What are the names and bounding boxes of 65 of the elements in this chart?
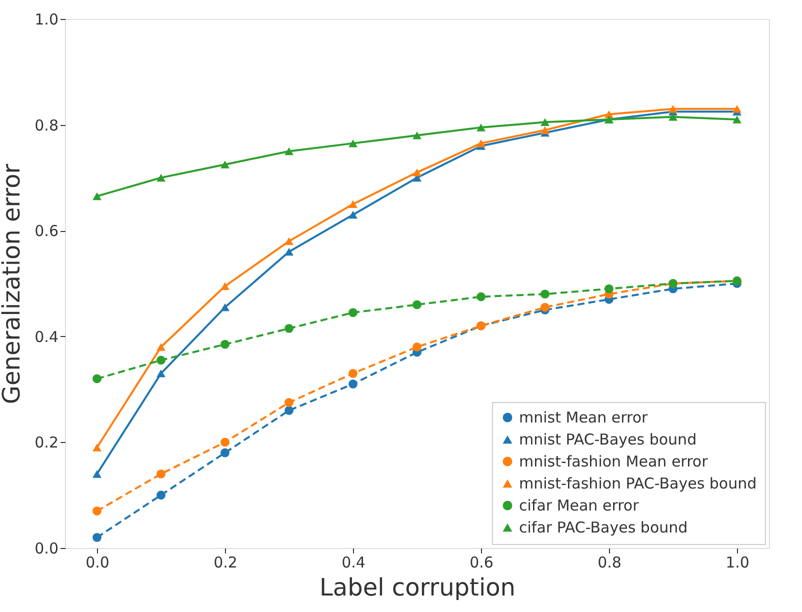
point (156, 343, 166, 351)
x-tick-label: 0.4 (342, 554, 366, 572)
point (220, 303, 230, 312)
point (476, 124, 486, 132)
point (604, 284, 614, 294)
point (92, 192, 102, 200)
y-tick-label: 0.6 (34, 222, 58, 240)
point (476, 292, 486, 302)
point (284, 237, 294, 246)
point (156, 174, 166, 182)
point (412, 300, 422, 310)
point (284, 324, 294, 333)
point (156, 370, 166, 378)
legend-label: cifar Mean error (519, 496, 640, 514)
point (412, 168, 422, 176)
point (412, 342, 422, 352)
legend-label: cifar PAC-Bayes bound (519, 518, 688, 536)
point (156, 490, 166, 500)
point (220, 282, 230, 290)
point (412, 132, 422, 140)
x-tick-label: 0.0 (86, 554, 110, 572)
point (284, 147, 294, 156)
point (348, 139, 358, 148)
legend-label: mnist-fashion Mean error (519, 452, 709, 470)
x-tick-label: 0.6 (470, 554, 494, 572)
point (732, 105, 742, 113)
point (284, 248, 294, 256)
point (92, 444, 102, 452)
point (284, 406, 294, 415)
y-tick-label: 1.0 (34, 10, 58, 28)
point (348, 200, 358, 208)
legend-label: mnist Mean error (519, 408, 649, 426)
point (540, 126, 550, 134)
x-tick-label: 0.2 (214, 554, 238, 572)
point (668, 112, 678, 121)
point (92, 374, 102, 384)
y-tick-label: 0.4 (34, 328, 58, 346)
point (348, 210, 358, 219)
point (540, 302, 550, 312)
point (284, 398, 294, 407)
point (92, 470, 102, 478)
legend-label: mnist PAC-Bayes bound (519, 430, 697, 448)
point (348, 380, 358, 388)
x-tick-label: 1.0 (726, 554, 750, 572)
legend-label: mnist-fashion PAC-Bayes bound (519, 474, 757, 492)
y-axis-title: Generalization error (0, 164, 26, 404)
y-tick-label: 0.0 (34, 540, 58, 558)
point (540, 118, 550, 126)
point (348, 368, 358, 378)
point (92, 506, 102, 516)
point (220, 448, 230, 458)
point (156, 356, 166, 365)
y-tick-label: 0.8 (34, 116, 58, 134)
point (220, 340, 230, 349)
point (220, 438, 230, 447)
y-tick-label: 0.2 (34, 434, 58, 452)
point (540, 290, 550, 299)
point (156, 469, 166, 478)
point (348, 308, 358, 318)
point (92, 532, 102, 542)
point (668, 105, 678, 113)
x-tick-label: 0.8 (598, 554, 622, 572)
point (476, 139, 486, 148)
point (732, 116, 742, 124)
point (220, 160, 230, 168)
